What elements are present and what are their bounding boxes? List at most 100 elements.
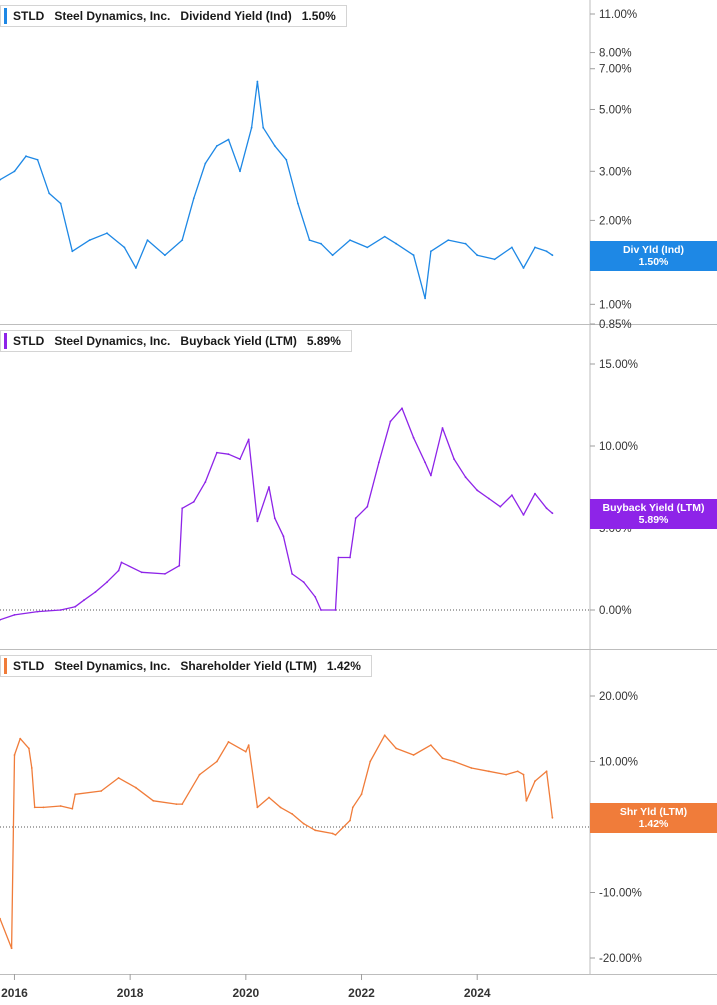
data-point-shareholder	[216, 760, 218, 763]
data-point-buyback	[511, 494, 513, 497]
data-point-dividend	[383, 235, 386, 238]
legend-value: 1.42%	[326, 659, 361, 673]
data-point-dividend	[25, 155, 27, 158]
data-point-buyback	[522, 514, 525, 516]
y-tick-label: 20.00%	[599, 691, 638, 703]
tag-value: 1.50%	[638, 256, 669, 268]
data-point-buyback	[120, 561, 123, 564]
data-point-dividend	[447, 239, 450, 242]
tag-value: 1.42%	[638, 818, 669, 830]
y-tick-label: -10.00%	[599, 888, 642, 900]
data-point-shareholder	[256, 806, 259, 809]
data-point-dividend	[430, 250, 432, 253]
data-point-dividend	[534, 246, 536, 249]
legend-color-dividend	[4, 8, 7, 24]
data-point-buyback	[378, 461, 380, 464]
x-tick-label: 2024	[464, 986, 491, 1000]
data-point-dividend	[239, 170, 241, 173]
tag-buyback: Buyback Yield (LTM) 5.89%	[590, 499, 717, 529]
data-point-dividend	[493, 258, 496, 261]
data-point-buyback	[140, 571, 143, 574]
data-point-dividend	[146, 239, 149, 242]
data-point-buyback	[178, 564, 181, 567]
data-point-dividend	[36, 158, 39, 161]
legend-color-buyback	[4, 333, 7, 349]
legend-metric: Dividend Yield (Ind)	[180, 9, 292, 23]
data-point-shareholder	[383, 734, 386, 737]
data-point-dividend	[320, 242, 322, 245]
data-point-shareholder	[412, 754, 415, 756]
data-point-shareholder	[331, 832, 334, 835]
data-point-shareholder	[291, 813, 293, 815]
data-point-buyback	[36, 610, 39, 613]
data-point-shareholder	[135, 786, 137, 789]
x-tick-label: 2016	[1, 986, 28, 1000]
data-point-dividend	[192, 197, 195, 200]
data-point-dividend	[412, 254, 415, 257]
data-point-buyback	[487, 497, 490, 500]
data-point-shareholder	[534, 780, 536, 782]
data-point-shareholder	[453, 760, 455, 763]
data-point-buyback	[106, 581, 108, 583]
data-point-dividend	[106, 232, 108, 235]
data-point-shareholder	[198, 773, 201, 776]
data-point-dividend	[227, 138, 230, 141]
data-point-dividend	[135, 267, 137, 269]
data-point-dividend	[204, 162, 207, 165]
data-point-dividend	[511, 246, 513, 249]
data-point-buyback	[424, 461, 426, 464]
data-point-buyback	[401, 407, 403, 410]
data-point-buyback	[256, 520, 259, 523]
data-point-buyback	[441, 427, 444, 429]
data-point-buyback	[192, 500, 195, 503]
data-point-shareholder	[0, 917, 1, 920]
data-point-shareholder	[247, 744, 250, 746]
data-point-buyback	[94, 591, 97, 593]
data-point-buyback	[164, 573, 166, 575]
tag-shareholder: Shr Yld (LTM) 1.42%	[590, 803, 717, 833]
data-point-shareholder	[181, 803, 184, 805]
series-line-shareholder	[0, 734, 554, 949]
x-tick-label: 2022	[348, 986, 375, 1000]
y-tick-label: 11.00%	[599, 9, 637, 21]
data-point-dividend	[164, 254, 166, 257]
data-point-buyback	[13, 614, 16, 616]
data-point-dividend	[250, 126, 253, 129]
data-point-buyback	[349, 556, 351, 559]
data-point-buyback	[268, 486, 270, 488]
legend-company: Steel Dynamics, Inc.	[54, 334, 171, 348]
data-point-buyback	[0, 618, 1, 621]
data-point-shareholder	[522, 773, 525, 776]
legend-dividend: STLD Steel Dynamics, Inc. Dividend Yield…	[0, 5, 347, 27]
data-point-shareholder	[42, 806, 45, 809]
data-point-buyback	[389, 420, 392, 423]
data-point-dividend	[349, 239, 351, 242]
tag-label: Div Yld (Ind)	[622, 244, 685, 256]
data-point-buyback	[117, 569, 120, 572]
data-point-dividend	[216, 145, 218, 147]
axis-layer: 11.00% 8.00% 7.00% 5.00% 3.00% 2.00% 1.00% 0.85…	[0, 9, 642, 1000]
data-point-buyback	[354, 517, 357, 520]
data-point-shareholder	[175, 803, 178, 805]
y-tick-label: -20.00%	[599, 953, 642, 965]
data-point-buyback	[204, 481, 207, 483]
data-point-dividend	[331, 254, 334, 257]
data-point-dividend	[262, 126, 265, 129]
data-point-shareholder	[551, 816, 554, 819]
data-point-buyback	[499, 505, 502, 508]
data-point-buyback	[412, 436, 415, 439]
legend-ticker: STLD	[13, 9, 45, 23]
data-point-shareholder	[100, 790, 103, 792]
data-point-dividend	[256, 80, 259, 83]
y-tick-label: 1.00%	[599, 299, 632, 311]
data-point-shareholder	[71, 807, 74, 810]
series-layer	[0, 80, 554, 950]
data-point-shareholder	[525, 799, 528, 802]
legend-company: Steel Dynamics, Inc.	[54, 9, 171, 23]
legend-value: 1.50%	[301, 9, 336, 23]
data-point-dividend	[285, 158, 288, 161]
data-point-dividend	[476, 254, 479, 257]
legend-color-shareholder	[4, 658, 7, 674]
data-point-dividend	[551, 254, 554, 257]
